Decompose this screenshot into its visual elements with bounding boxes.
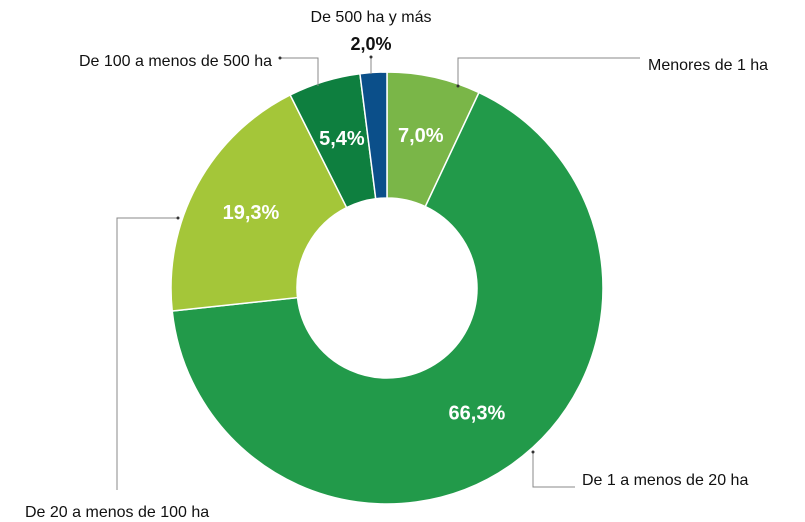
donut-slice xyxy=(170,93,348,312)
leader-dot xyxy=(531,450,535,454)
leader-dot xyxy=(176,216,180,220)
category-label: De 100 a menos de 500 ha xyxy=(79,53,272,70)
donut-slice xyxy=(359,71,388,200)
category-label: Menores de 1 ha xyxy=(648,57,768,74)
value-label: 19,3% xyxy=(223,202,280,224)
value-label: 5,4% xyxy=(319,128,365,150)
leader-line xyxy=(457,57,640,86)
leader-line xyxy=(116,217,178,490)
category-label: De 20 a menos de 100 ha xyxy=(25,504,209,521)
donut-slice xyxy=(171,91,604,505)
leader-dot xyxy=(369,55,373,59)
value-label: 7,0% xyxy=(398,125,444,147)
leader-line xyxy=(532,452,575,488)
category-label: De 1 a menos de 20 ha xyxy=(582,472,748,489)
value-label: 66,3% xyxy=(449,403,506,425)
value-label: 2,0% xyxy=(350,34,391,54)
category-label: De 500 ha y más xyxy=(311,9,432,26)
leader-dot xyxy=(456,84,460,88)
leader-dot xyxy=(278,56,282,60)
leader-line xyxy=(280,57,319,86)
